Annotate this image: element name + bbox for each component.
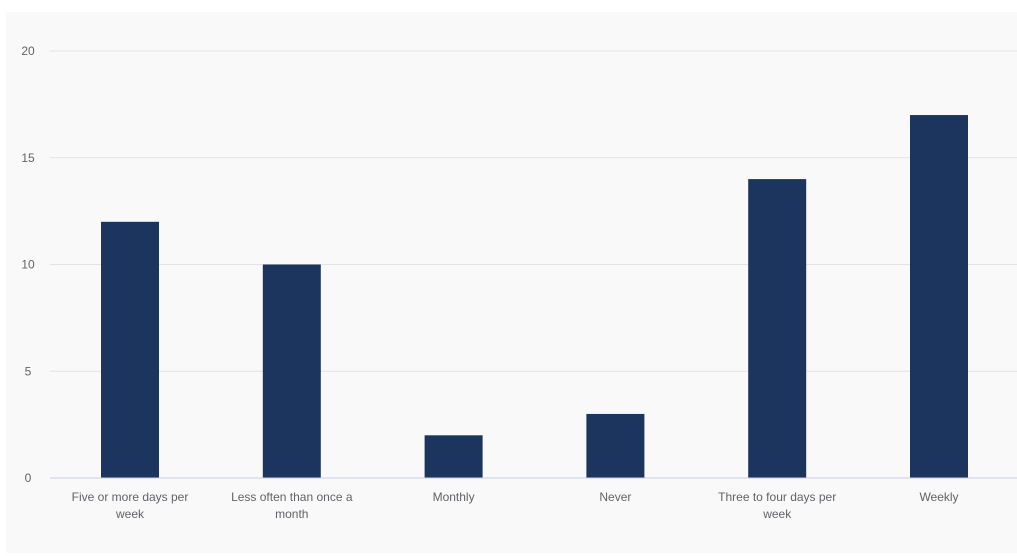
x-tick-label-line: Less often than once a [231,490,353,504]
y-tick-label: 0 [25,471,32,485]
x-tick-label: Three to four days per week [718,490,836,521]
x-tick-label: Monthly [433,490,475,504]
chart-panel [6,12,1017,553]
grid-layer [50,50,1017,372]
y-axis: 0 5 10 15 20 [21,44,35,485]
bars-layer [101,115,968,479]
y-tick-label: 20 [21,44,35,58]
x-tick-label: Never [599,490,631,504]
x-tick-label-line: Three to four days per [718,490,836,504]
x-tick-label-line: month [275,507,308,521]
bar[interactable] [262,264,321,479]
bar[interactable] [748,179,807,478]
x-tick-label: Weekly [919,490,958,504]
x-tick-label-line: week [762,507,792,521]
y-tick-label: 15 [21,151,35,165]
x-tick-label-line: Five or more days per [72,490,189,504]
x-tick-label-line: Never [599,490,631,504]
bar[interactable] [424,435,483,478]
x-tick-label: Less often than once a month [231,490,353,521]
y-tick-label: 5 [25,364,32,378]
bar[interactable] [910,115,968,479]
bar[interactable] [586,413,645,478]
x-tick-label: Five or more days per week [72,490,189,521]
x-axis: Five or more days per week Less often than… [50,477,1017,521]
y-tick-label: 10 [21,258,35,272]
bar[interactable] [101,221,159,479]
x-tick-label-line: Monthly [433,490,475,504]
x-tick-label-line: week [115,507,145,521]
x-tick-label-line: Weekly [919,490,958,504]
